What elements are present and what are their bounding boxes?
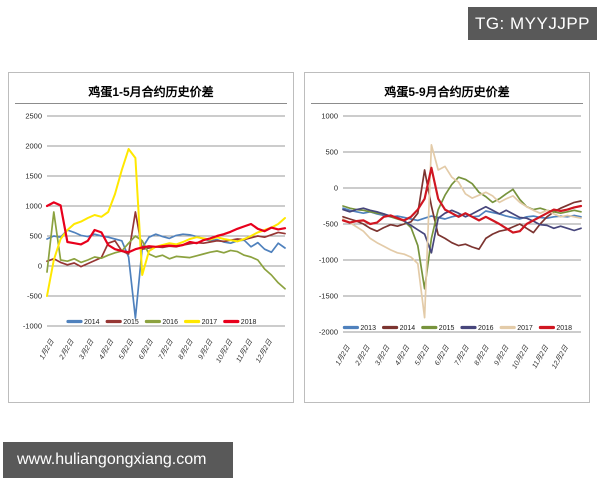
x-tick-label: 12月2日 xyxy=(550,343,570,370)
legend-label-2017: 2017 xyxy=(517,325,533,332)
x-tick-label: 2月2日 xyxy=(57,337,76,362)
y-tick-label: 500 xyxy=(29,232,42,241)
y-tick-label: 1500 xyxy=(25,172,42,181)
x-tick-label: 7月2日 xyxy=(453,343,471,367)
x-tick-label: 1月2日 xyxy=(38,337,56,361)
series-line-2014 xyxy=(342,169,582,251)
y-tick-label: -500 xyxy=(323,220,338,229)
x-tick-label: 3月2日 xyxy=(78,337,96,361)
x-tick-label: 1月2日 xyxy=(334,343,352,367)
website-url: www.huliangongxiang.com xyxy=(17,451,207,468)
tg-badge-text: TG: MYYJJPP xyxy=(474,13,591,33)
y-tick-label: -1000 xyxy=(319,256,338,265)
right-chart-panel: 鸡蛋5-9月合约历史价差 1000 500 0 -500 -1000 -1500 -2000… xyxy=(304,72,590,403)
y-tick-label: 0 xyxy=(38,262,42,271)
legend-label-2018: 2018 xyxy=(556,325,572,332)
x-tick-label: 10月2日 xyxy=(510,343,530,370)
y-tick-label: 1000 xyxy=(321,112,338,121)
left-chart-canvas: 2500 2000 1500 1000 500 0 -500 -1000 1月2日 2月2日 3月2… xyxy=(23,112,287,364)
x-tick-label: 6月2日 xyxy=(137,337,155,361)
series-line-2018 xyxy=(341,166,583,234)
website-bar: www.huliangongxiang.com xyxy=(3,442,233,478)
x-tick-label: 11月2日 xyxy=(235,337,255,364)
legend-label-2016: 2016 xyxy=(478,325,494,332)
y-tick-label: -1000 xyxy=(23,322,42,331)
series-line-2017 xyxy=(46,148,286,297)
y-tick-label: 2000 xyxy=(25,142,42,151)
tg-badge: TG: MYYJJPP xyxy=(468,7,597,40)
series-line-2017 xyxy=(342,143,582,319)
x-tick-label: 8月2日 xyxy=(177,337,195,361)
legend-label-2018: 2018 xyxy=(241,319,257,326)
x-tick-label: 9月2日 xyxy=(493,343,511,367)
x-tick-label: 2月2日 xyxy=(353,343,372,368)
x-tick-label: 7月2日 xyxy=(157,337,175,361)
y-tick-label: 0 xyxy=(334,184,338,193)
legend-label-2015: 2015 xyxy=(123,319,139,326)
x-tick-label: 6月2日 xyxy=(433,343,451,367)
x-tick-label: 8月2日 xyxy=(473,343,491,367)
legend-label-2014: 2014 xyxy=(84,319,100,326)
x-tick-label: 4月2日 xyxy=(393,343,411,367)
right-chart-title: 鸡蛋5-9月合约历史价差 xyxy=(311,73,583,104)
legend-label-2016: 2016 xyxy=(162,319,178,326)
x-tick-label: 9月2日 xyxy=(197,337,215,361)
left-chart-title: 鸡蛋1-5月合约历史价差 xyxy=(15,73,287,104)
series-line-2018 xyxy=(45,201,287,254)
right-chart-canvas: 1000 500 0 -500 -1000 -1500 -2000 1月2日 2月2日 3月2日 4… xyxy=(319,112,583,370)
series-line-2016 xyxy=(46,211,286,290)
y-tick-label: 2500 xyxy=(25,112,42,121)
x-tick-label: 5月2日 xyxy=(117,337,135,361)
x-tick-label: 12月2日 xyxy=(254,337,274,364)
left-chart-panel: 鸡蛋1-5月合约历史价差 2500 2000 1500 1000 500 0 -500 -10… xyxy=(8,72,294,403)
legend-label-2017: 2017 xyxy=(202,319,218,326)
y-tick-label: 500 xyxy=(325,148,338,157)
legend-label-2013: 2013 xyxy=(360,325,376,332)
x-tick-label: 4月2日 xyxy=(97,337,115,361)
series-line-2014 xyxy=(46,229,286,320)
x-tick-label: 3月2日 xyxy=(374,343,392,367)
x-tick-label: 10月2日 xyxy=(214,337,234,364)
y-tick-label: -500 xyxy=(27,292,42,301)
y-tick-label: 1000 xyxy=(25,202,42,211)
y-tick-label: -1500 xyxy=(319,292,338,301)
series-line-2015 xyxy=(342,176,582,290)
x-tick-label: 11月2日 xyxy=(531,343,551,370)
legend-label-2015: 2015 xyxy=(439,325,455,332)
y-tick-label: -2000 xyxy=(319,328,338,337)
legend-label-2014: 2014 xyxy=(400,325,416,332)
x-tick-label: 5月2日 xyxy=(413,343,431,367)
